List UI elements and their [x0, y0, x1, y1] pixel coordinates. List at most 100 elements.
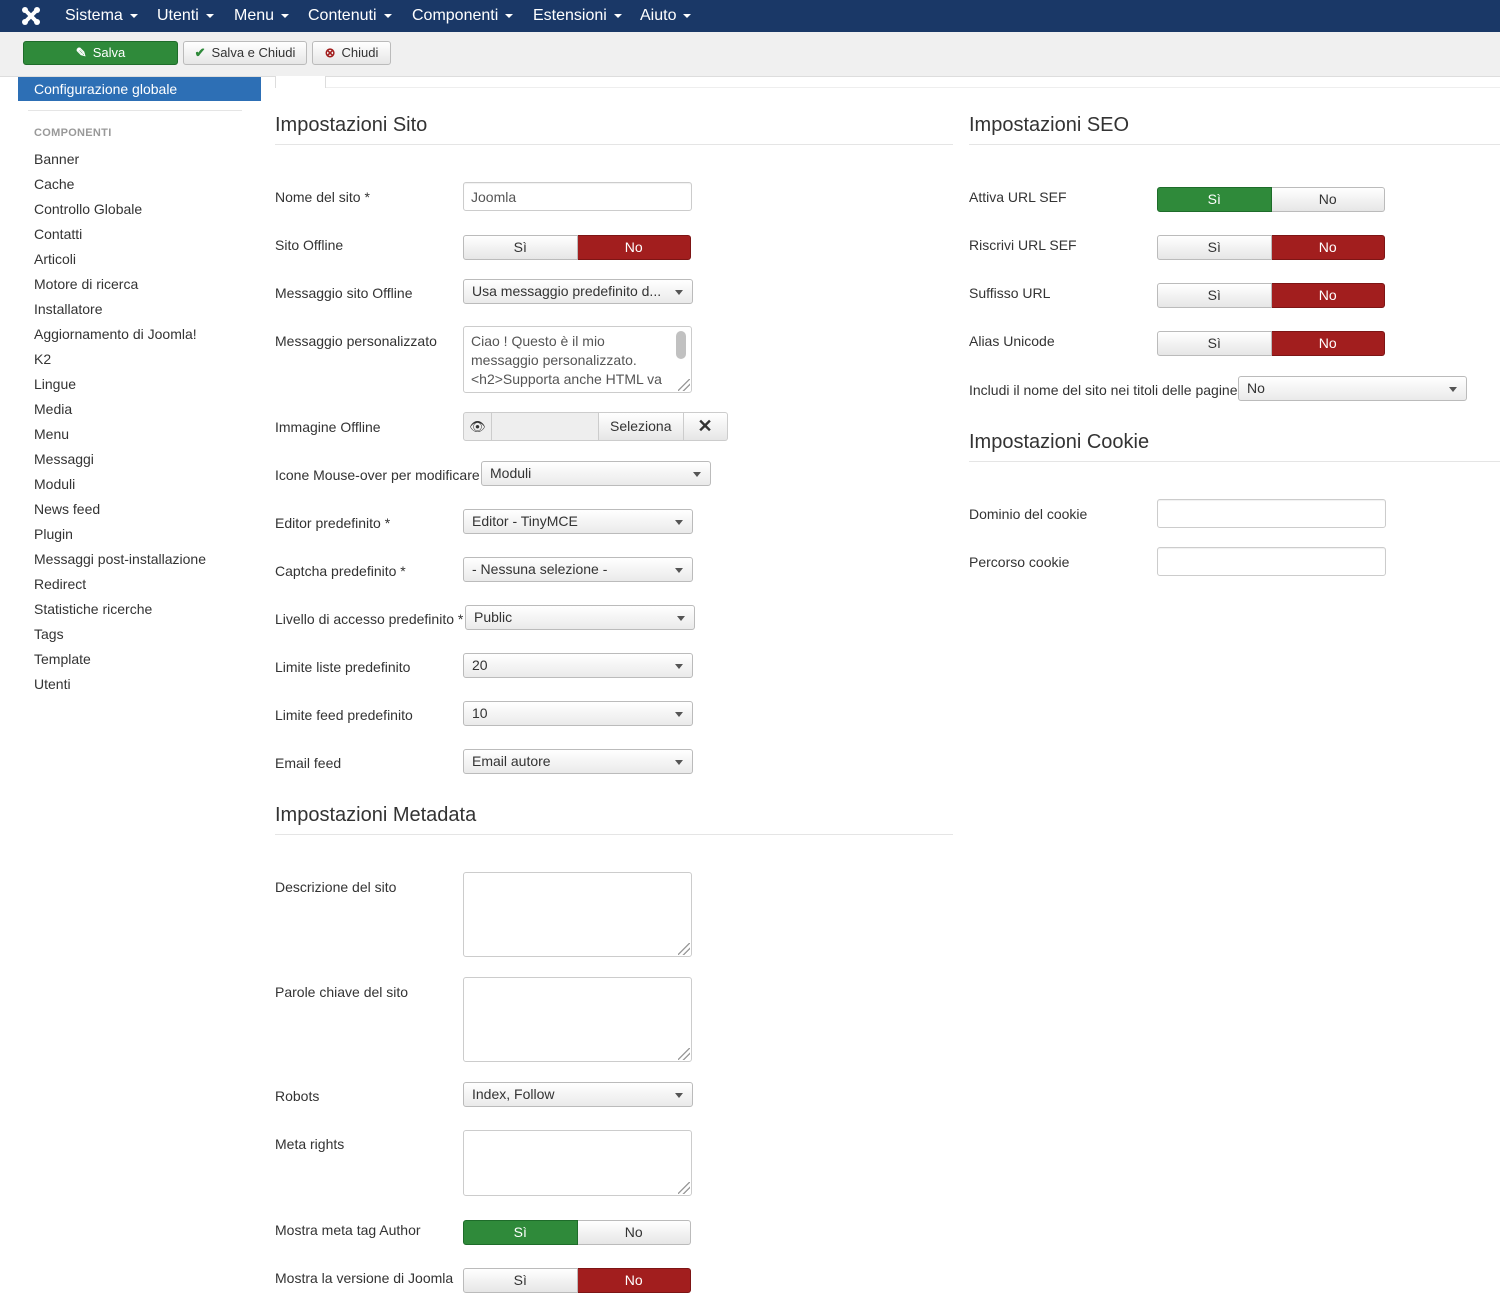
toggle-yes[interactable]: Sì [1157, 235, 1272, 260]
toggle-no[interactable]: No [1271, 283, 1385, 308]
site-description-textarea[interactable] [463, 872, 692, 957]
resize-grip-icon[interactable] [678, 379, 690, 391]
menu-aiuto[interactable]: Aiuto [640, 0, 692, 32]
sidebar-item-update[interactable]: Aggiornamento di Joomla! [34, 326, 197, 342]
offline-image-path [492, 412, 599, 441]
sidebar-item-contacts[interactable]: Contatti [34, 226, 83, 242]
sidebar-item-redirect[interactable]: Redirect [34, 576, 87, 592]
feed-limit-select[interactable]: 10 [463, 701, 693, 726]
resize-grip-icon[interactable] [678, 943, 690, 955]
eye-icon[interactable]: 👁 [463, 412, 492, 441]
list-limit-select[interactable]: 20 [463, 653, 693, 678]
caret-down-icon [281, 13, 290, 18]
menu-label: Contenuti [308, 7, 377, 24]
save-label: Salva [92, 45, 126, 60]
menu-sistema[interactable]: Sistema [65, 0, 138, 32]
toggle-no[interactable]: No [577, 1220, 691, 1245]
toggle-no[interactable]: No [1271, 331, 1385, 356]
sidebar-item-cache[interactable]: Cache [34, 176, 75, 192]
toggle-no[interactable]: No [577, 235, 691, 260]
toggle-yes[interactable]: Sì [1157, 331, 1272, 356]
joomla-logo-icon[interactable] [20, 5, 42, 27]
robots-select[interactable]: Index, Follow [463, 1082, 693, 1107]
offline-toggle[interactable]: Sì No [463, 235, 691, 260]
close-circle-icon: ⊗ [324, 45, 336, 60]
select-image-button[interactable]: Seleziona [599, 412, 684, 441]
sidebar-item-newsfeeds[interactable]: News feed [34, 501, 101, 517]
toggle-no[interactable]: No [1271, 187, 1385, 212]
clear-x-icon[interactable]: ✕ [683, 412, 728, 441]
caret-down-icon [129, 13, 138, 18]
sef-toggle[interactable]: Sì No [1157, 187, 1385, 212]
sidebar-item-users[interactable]: Utenti [34, 676, 71, 692]
custom-message-textarea[interactable]: Ciao ! Questo è il mio messaggio persona… [463, 326, 692, 393]
mouseover-select[interactable]: Moduli [481, 461, 711, 486]
sitename-titles-select[interactable]: No [1238, 376, 1467, 401]
sidebar-item-modules[interactable]: Moduli [34, 476, 76, 492]
meta-author-toggle[interactable]: Sì No [463, 1220, 691, 1245]
sidebar-item-articles[interactable]: Articoli [34, 251, 77, 267]
sidebar-item-tags[interactable]: Tags [34, 626, 64, 642]
toggle-yes[interactable]: Sì [463, 1268, 578, 1293]
menu-estensioni[interactable]: Estensioni [533, 0, 622, 32]
toggle-yes[interactable]: Sì [463, 1220, 578, 1245]
select-value: - Nessuna selezione - [472, 561, 608, 577]
save-close-button[interactable]: ✔ Salva e Chiudi [183, 41, 307, 65]
sidebar-item-search[interactable]: Motore di ricerca [34, 276, 139, 292]
select-value: 10 [472, 705, 488, 721]
sidebar-item-messages[interactable]: Messaggi [34, 451, 94, 467]
captcha-select[interactable]: - Nessuna selezione - [463, 557, 693, 582]
sidebar-item-checkin[interactable]: Controllo Globale [34, 201, 143, 217]
save-button[interactable]: ✎ Salva [23, 41, 178, 65]
sidebar-item-search-stats[interactable]: Statistiche ricerche [34, 601, 153, 617]
access-select[interactable]: Public [465, 605, 695, 630]
menu-contenuti[interactable]: Contenuti [308, 0, 392, 32]
sidebar-item-installer[interactable]: Installatore [34, 301, 103, 317]
resize-grip-icon[interactable] [678, 1182, 690, 1194]
url-suffix-toggle[interactable]: Sì No [1157, 283, 1385, 308]
sidebar-item-k2[interactable]: K2 [34, 351, 52, 367]
sidebar-item-plugins[interactable]: Plugin [34, 526, 73, 542]
offline-message-label: Messaggio sito Offline [275, 285, 413, 301]
menu-componenti[interactable]: Componenti [412, 0, 514, 32]
rewrite-toggle[interactable]: Sì No [1157, 235, 1385, 260]
offline-message-select[interactable]: Usa messaggio predefinito d... [463, 279, 693, 304]
caret-down-icon [613, 13, 622, 18]
tab-site[interactable] [275, 76, 326, 88]
section-divider [969, 144, 1500, 145]
sidebar-item-menus[interactable]: Menu [34, 426, 70, 442]
sidebar-item-media[interactable]: Media [34, 401, 73, 417]
scrollbar[interactable] [676, 331, 686, 359]
select-value: Usa messaggio predefinito d... [472, 283, 662, 299]
toggle-no[interactable]: No [1271, 235, 1385, 260]
list-limit-label: Limite liste predefinito [275, 659, 411, 675]
toggle-yes[interactable]: Sì [463, 235, 578, 260]
menu-menu[interactable]: Menu [234, 0, 290, 32]
editor-label: Editor predefinito * [275, 515, 391, 531]
close-button[interactable]: ⊗ Chiudi [312, 41, 391, 65]
sidebar-item-active[interactable]: Configurazione globale [18, 77, 261, 101]
offline-image-label: Immagine Offline [275, 419, 381, 435]
sidebar-item-banner[interactable]: Banner [34, 151, 80, 167]
unicode-alias-label: Alias Unicode [969, 333, 1055, 349]
cookie-domain-input[interactable] [1157, 499, 1386, 528]
toggle-yes[interactable]: Sì [1157, 283, 1272, 308]
editor-select[interactable]: Editor - TinyMCE [463, 509, 693, 534]
toggle-yes[interactable]: Sì [1157, 187, 1272, 212]
show-version-toggle[interactable]: Sì No [463, 1268, 691, 1293]
site-name-input[interactable]: Joomla [463, 182, 692, 211]
feed-email-select[interactable]: Email autore [463, 749, 693, 774]
meta-rights-textarea[interactable] [463, 1130, 692, 1196]
menu-utenti[interactable]: Utenti [157, 0, 214, 32]
caret-down-icon [683, 13, 692, 18]
sidebar-item-templates[interactable]: Template [34, 651, 91, 667]
site-keywords-textarea[interactable] [463, 977, 692, 1062]
captcha-label: Captcha predefinito * [275, 563, 406, 579]
toggle-no[interactable]: No [577, 1268, 691, 1293]
resize-grip-icon[interactable] [678, 1048, 690, 1060]
sidebar-item-postinstall[interactable]: Messaggi post-installazione [34, 551, 206, 567]
unicode-alias-toggle[interactable]: Sì No [1157, 331, 1385, 356]
cookie-path-input[interactable] [1157, 547, 1386, 576]
sidebar-item-languages[interactable]: Lingue [34, 376, 77, 392]
sidebar-divider [28, 110, 242, 111]
